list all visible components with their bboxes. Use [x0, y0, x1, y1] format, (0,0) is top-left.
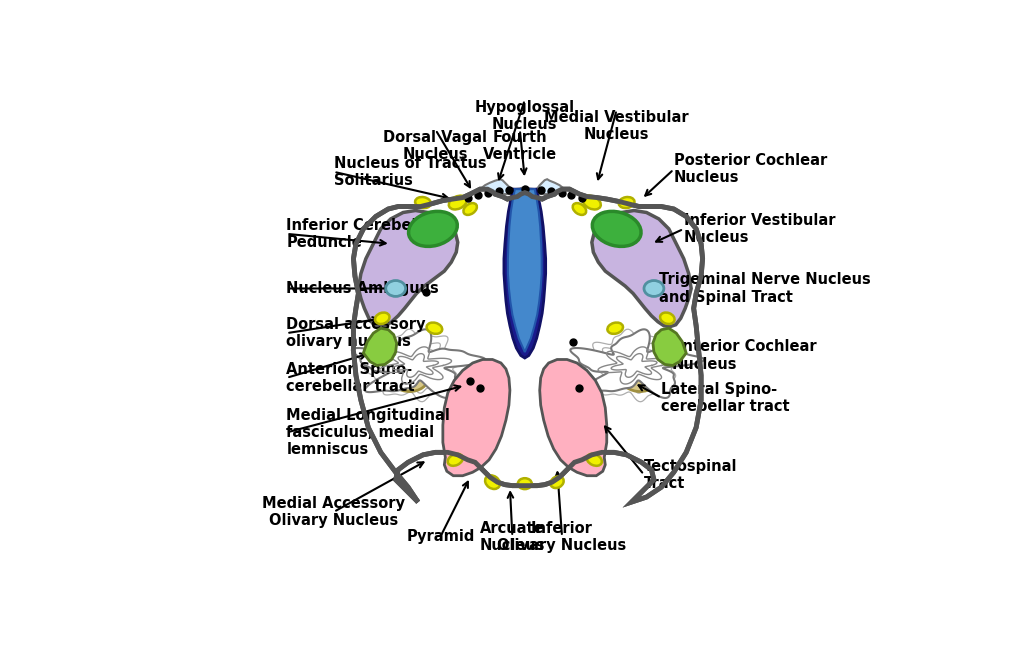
Ellipse shape: [449, 195, 467, 210]
Text: Lateral Spino-
cerebellar tract: Lateral Spino- cerebellar tract: [662, 382, 790, 414]
Ellipse shape: [485, 475, 500, 489]
Ellipse shape: [447, 454, 463, 466]
Polygon shape: [442, 359, 510, 476]
Text: Dorsal Vagal
Nucleus: Dorsal Vagal Nucleus: [383, 130, 487, 162]
Ellipse shape: [386, 281, 406, 297]
Ellipse shape: [618, 197, 635, 208]
Text: Tectospinal
Tract: Tectospinal Tract: [644, 459, 737, 491]
Text: Medial Longitudinal
fasciculus, medial
lemniscus: Medial Longitudinal fasciculus, medial l…: [287, 408, 451, 457]
Polygon shape: [353, 189, 702, 502]
Polygon shape: [570, 330, 703, 398]
Text: Anterior Spino-
cerebellar tract: Anterior Spino- cerebellar tract: [287, 362, 415, 394]
Text: Inferior Vestibular
Nucleus: Inferior Vestibular Nucleus: [684, 213, 836, 245]
Text: Nucleus of Tractus
Solitarius: Nucleus of Tractus Solitarius: [334, 155, 486, 188]
Text: Nucleus Ambiguus: Nucleus Ambiguus: [287, 281, 439, 296]
Text: Dorsal accessory
olivary nucleus: Dorsal accessory olivary nucleus: [287, 317, 426, 350]
Ellipse shape: [660, 313, 675, 324]
Ellipse shape: [464, 203, 477, 215]
Polygon shape: [508, 189, 542, 352]
Text: Medial Vestibular
Nucleus: Medial Vestibular Nucleus: [545, 110, 689, 142]
Text: Hypoglossal
Nucleus: Hypoglossal Nucleus: [475, 100, 574, 132]
Polygon shape: [352, 330, 485, 398]
Ellipse shape: [409, 212, 458, 246]
Text: Posterior Cochlear
Nucleus: Posterior Cochlear Nucleus: [674, 153, 827, 186]
Ellipse shape: [592, 212, 641, 246]
Ellipse shape: [551, 476, 563, 488]
Text: Medial Accessory
Olivary Nucleus: Medial Accessory Olivary Nucleus: [262, 496, 406, 528]
Ellipse shape: [427, 322, 442, 334]
Text: Pyramid: Pyramid: [407, 530, 474, 544]
Polygon shape: [364, 328, 396, 366]
Polygon shape: [358, 210, 458, 327]
Ellipse shape: [518, 478, 531, 489]
Ellipse shape: [375, 313, 389, 324]
Ellipse shape: [583, 195, 601, 210]
Text: Trigeminal Nerve Nucleus
and Spinal Tract: Trigeminal Nerve Nucleus and Spinal Trac…: [658, 272, 870, 304]
Ellipse shape: [391, 364, 428, 392]
Polygon shape: [653, 328, 686, 366]
Text: Arcuate
Nucleus: Arcuate Nucleus: [479, 521, 545, 553]
Ellipse shape: [415, 197, 431, 208]
Ellipse shape: [644, 281, 664, 297]
Text: Inferior
Olivary Nucleus: Inferior Olivary Nucleus: [498, 521, 627, 553]
Ellipse shape: [622, 364, 658, 392]
Polygon shape: [540, 359, 607, 476]
Polygon shape: [592, 210, 691, 327]
Ellipse shape: [607, 322, 623, 334]
Ellipse shape: [587, 454, 602, 466]
Text: Inferior Cerebellar
Peduncle: Inferior Cerebellar Peduncle: [287, 217, 439, 250]
Ellipse shape: [572, 203, 586, 215]
Text: Anterior Cochlear
Nucleus: Anterior Cochlear Nucleus: [672, 339, 817, 372]
Polygon shape: [504, 189, 546, 358]
Polygon shape: [480, 179, 564, 194]
Text: Fourth
Ventricle: Fourth Ventricle: [482, 130, 557, 162]
